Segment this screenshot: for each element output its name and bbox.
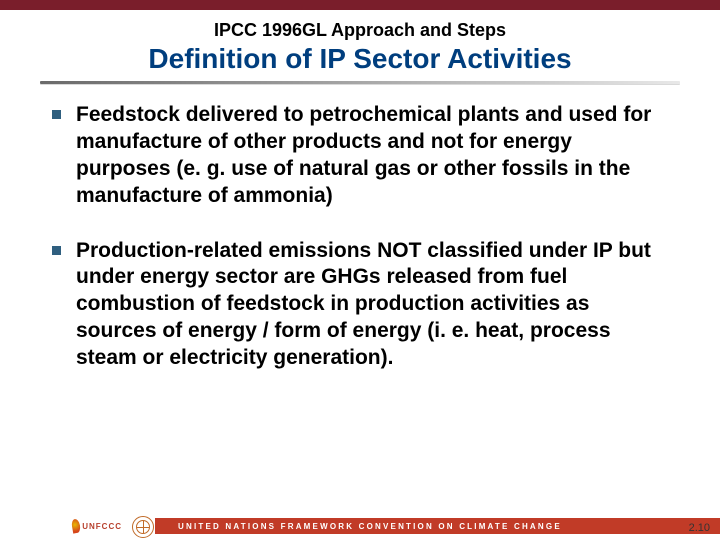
bullet-item: Feedstock delivered to petrochemical pla… — [48, 102, 672, 210]
slide-title: Definition of IP Sector Activities — [40, 43, 680, 75]
slide-content: Feedstock delivered to petrochemical pla… — [0, 84, 720, 540]
flame-icon — [71, 518, 82, 533]
slide-supertitle: IPCC 1996GL Approach and Steps — [40, 20, 680, 41]
footer-org-text: UNITED NATIONS FRAMEWORK CONVENTION ON C… — [178, 518, 562, 534]
slide-header: IPCC 1996GL Approach and Steps Definitio… — [0, 10, 720, 81]
unfccc-logo: UNFCCC — [72, 514, 122, 538]
unfccc-logo-text: UNFCCC — [82, 522, 122, 531]
slide-footer: UNFCCC UNITED NATIONS FRAMEWORK CONVENTI… — [0, 512, 720, 540]
bullet-item: Production-related emissions NOT classif… — [48, 238, 672, 372]
slide: IPCC 1996GL Approach and Steps Definitio… — [0, 0, 720, 540]
un-logo — [132, 516, 154, 538]
globe-icon — [136, 520, 150, 534]
bullet-list: Feedstock delivered to petrochemical pla… — [48, 102, 672, 372]
page-number: 2.10 — [689, 522, 710, 534]
top-accent-bar — [0, 0, 720, 10]
